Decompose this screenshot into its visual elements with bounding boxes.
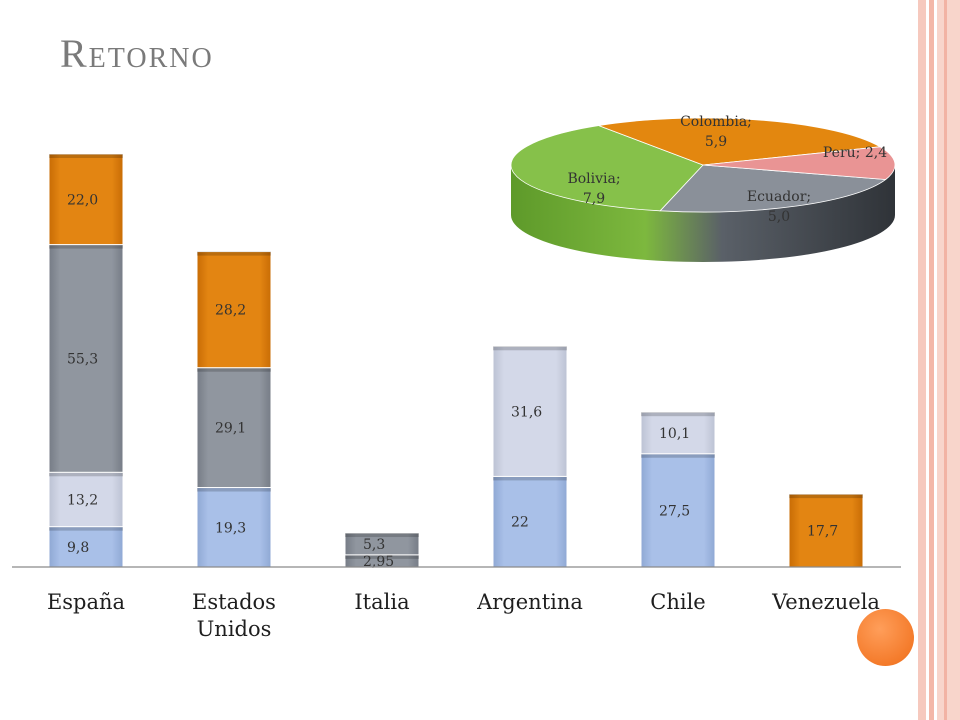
data-label: 27,5 (659, 503, 690, 519)
bar-segment-bevel (49, 154, 123, 158)
data-label: 28,2 (215, 303, 246, 319)
right-border-stripe (944, 0, 947, 720)
pie-slice (702, 146, 896, 180)
bar-segment (48, 244, 124, 473)
bar-segment-bevel (197, 367, 271, 372)
bar-segment-bevel (49, 526, 123, 531)
pie-side-wall (511, 165, 895, 262)
category-label: Venezuela (771, 590, 880, 614)
category-label: España (47, 590, 125, 614)
data-label: 17,7 (807, 524, 838, 540)
bar-segment-bevel (49, 472, 123, 477)
pie-chart: Ecuador; 5,0 Bolivia; 7,9 Colombia; 5,9 Peru; … (510, 114, 896, 262)
pie-label: Peru; 2,4 (823, 145, 887, 161)
pie-label: Ecuador; 5,0 (747, 189, 811, 225)
bar-segment-bevel (789, 494, 863, 499)
bar-segment (492, 475, 568, 568)
slide-title: Retorno (60, 31, 214, 76)
bar-segment-bevel (641, 453, 715, 458)
data-label: 55,3 (67, 351, 98, 367)
right-border-stripe (918, 0, 926, 720)
bar-segment-bevel (493, 346, 567, 351)
bar-segment-bevel (49, 244, 123, 249)
category-label: Argentina (476, 590, 583, 614)
data-label: 5,3 (363, 537, 385, 553)
bar-segment (788, 493, 864, 568)
pie-slice (597, 117, 882, 166)
stacked-bars: 9,8 13,2 55,3 22,0 19,3 29,1 28,2 2,955,3 22 31,6… (48, 153, 864, 570)
bar-segment (344, 532, 420, 556)
bar-segment (196, 367, 272, 489)
data-label: 2,95 (363, 554, 394, 570)
bar-segment (640, 453, 716, 568)
category-labels: España Estados Unidos Italia Argentina Chile V… (47, 590, 880, 641)
data-label: 22,0 (67, 192, 98, 208)
data-label: 9,8 (67, 540, 89, 556)
category-label: Chile (650, 590, 705, 614)
bar-segment-bevel (345, 533, 419, 538)
decorative-circle (857, 609, 914, 666)
chart-area: 9,8 13,2 55,3 22,0 19,3 29,1 28,2 2,955,3 22 31,6… (12, 114, 901, 641)
right-border-stripe (937, 0, 960, 720)
bar-segment-bevel (641, 412, 715, 417)
pie-slice (510, 125, 704, 212)
data-label: 22 (511, 515, 529, 531)
bar-segment (640, 411, 716, 455)
bar-segment-bevel (197, 251, 271, 256)
right-border-stripe (929, 0, 934, 720)
pie-label: Colombia; 5,9 (680, 114, 752, 150)
category-label: Italia (354, 590, 409, 614)
bar-segment-bevel (197, 487, 271, 492)
data-label: 13,2 (67, 492, 98, 508)
data-label: 19,3 (215, 520, 246, 536)
bar-segment (48, 153, 124, 246)
bar-segment (492, 345, 568, 477)
bar-segment (48, 526, 124, 568)
category-label: Estados Unidos (192, 590, 276, 641)
data-label: 10,1 (659, 426, 690, 442)
bar-segment (196, 487, 272, 568)
data-label: 31,6 (511, 404, 542, 420)
pie-label: Bolivia; 7,9 (567, 171, 620, 207)
bar-segment (48, 471, 124, 528)
pie-slice (659, 164, 887, 213)
bar-segment-bevel (493, 476, 567, 481)
bar-segment (196, 251, 272, 369)
bar-segment-bevel (345, 554, 419, 559)
data-label: 29,1 (215, 421, 246, 437)
